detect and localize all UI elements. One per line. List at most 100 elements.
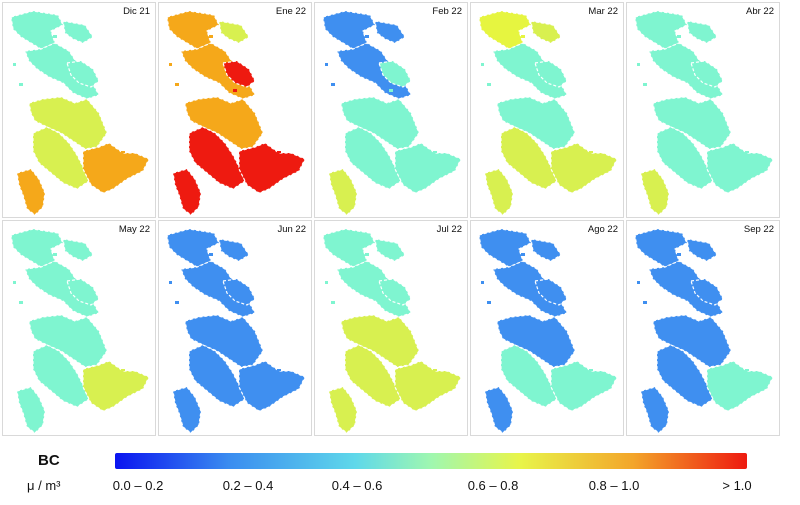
map-zone: [16, 168, 46, 216]
map-parcel: [353, 329, 359, 332]
map-parcel: [221, 115, 226, 118]
map-parcel: [77, 307, 81, 310]
map-zone: [328, 168, 358, 216]
map-parcel: [355, 243, 362, 247]
map-parcel: [73, 31, 78, 34]
map-parcel: [665, 329, 671, 332]
map-parcel: [33, 59, 39, 62]
map-parcel: [91, 121, 95, 124]
map-parcel: [25, 411, 29, 414]
panel-month-label: Feb 22: [432, 6, 462, 17]
map-parcel: [649, 411, 653, 414]
map-parcel: [229, 249, 234, 252]
map-parcel: [339, 247, 344, 250]
map-parcel: [355, 25, 362, 29]
map-parcel: [745, 151, 749, 153]
map-parcel: [677, 253, 681, 256]
map-parcel: [533, 115, 538, 118]
map-parcel: [651, 247, 656, 250]
map-parcel: [483, 239, 489, 242]
map-parcel: [445, 161, 450, 164]
map-parcel: [513, 369, 518, 372]
map-parcel: [271, 383, 277, 386]
map-parcel: [73, 249, 78, 252]
map-parcel: [493, 411, 497, 414]
map-parcel: [739, 383, 745, 386]
map-parcel: [427, 165, 433, 168]
map-parcel: [27, 247, 32, 250]
map-parcel: [339, 29, 344, 32]
map-panel: Ene 22: [158, 2, 312, 218]
map-panel: Feb 22: [314, 2, 468, 218]
map-parcel: [277, 369, 281, 371]
map-panel: Jul 22: [314, 220, 468, 436]
map-parcel: [643, 83, 647, 86]
map-region-svg: [478, 10, 618, 216]
map-parcel: [59, 69, 64, 73]
map-parcel: [65, 115, 70, 118]
map-parcel: [197, 111, 203, 114]
map-parcel: [115, 165, 121, 168]
map-region-svg: [10, 228, 150, 434]
map-parcel: [701, 89, 705, 92]
map-parcel: [365, 35, 369, 38]
map-parcel: [739, 165, 745, 168]
map-zone: [534, 60, 568, 88]
map-zone: [66, 60, 100, 88]
map-parcel: [651, 29, 656, 32]
panel-month-label: Mar 22: [588, 6, 618, 17]
map-zone: [496, 314, 576, 368]
map-panel: Jun 22: [158, 220, 312, 436]
map-parcel: [433, 151, 437, 153]
map-parcel: [389, 89, 393, 92]
map-parcel: [95, 391, 100, 394]
map-region-svg: [322, 228, 462, 434]
map-parcel: [59, 287, 64, 291]
map-parcel: [483, 21, 489, 24]
map-parcel: [33, 277, 39, 280]
map-parcel: [65, 333, 70, 336]
map-parcel: [91, 339, 95, 342]
colorbar: [115, 453, 747, 469]
map-parcel: [365, 253, 369, 256]
map-parcel: [669, 369, 674, 372]
map-parcel: [487, 301, 491, 304]
map-parcel: [45, 369, 50, 372]
map-parcel: [513, 151, 518, 154]
panel-month-label: Sep 22: [743, 224, 774, 235]
map-region-svg: [166, 228, 306, 434]
map-parcel: [215, 69, 220, 73]
map-parcel: [601, 161, 606, 164]
map-parcel: [745, 369, 749, 371]
map-zone: [496, 96, 576, 150]
map-parcel: [689, 115, 694, 118]
map-parcel: [53, 35, 57, 38]
map-parcel: [719, 173, 724, 176]
map-parcel: [357, 151, 362, 154]
map-parcel: [667, 243, 674, 247]
map-parcel: [697, 31, 702, 34]
map-parcel: [495, 29, 500, 32]
map-parcel: [377, 333, 382, 336]
map-parcel: [693, 381, 697, 384]
colorbar-tick-label: > 1.0: [722, 478, 752, 493]
colorbar-tick-label: 0.4 – 0.6: [331, 478, 383, 493]
map-zone: [640, 168, 670, 216]
map-parcel: [697, 249, 702, 252]
panel-month-label: Ene 22: [275, 6, 306, 17]
map-parcel: [353, 111, 359, 114]
map-parcel: [541, 31, 546, 34]
map-parcel: [521, 35, 525, 38]
map-zone: [66, 278, 100, 306]
map-parcel: [665, 111, 671, 114]
map-parcel: [545, 89, 549, 92]
map-parcel: [327, 21, 333, 24]
map-parcel: [521, 253, 525, 256]
map-zone: [690, 60, 724, 88]
map-parcel: [199, 25, 206, 29]
map-zone: [640, 386, 670, 434]
map-parcel: [247, 339, 251, 342]
map-panel: Dic 21: [2, 2, 156, 218]
map-parcel: [639, 21, 645, 24]
map-parcel: [495, 247, 500, 250]
